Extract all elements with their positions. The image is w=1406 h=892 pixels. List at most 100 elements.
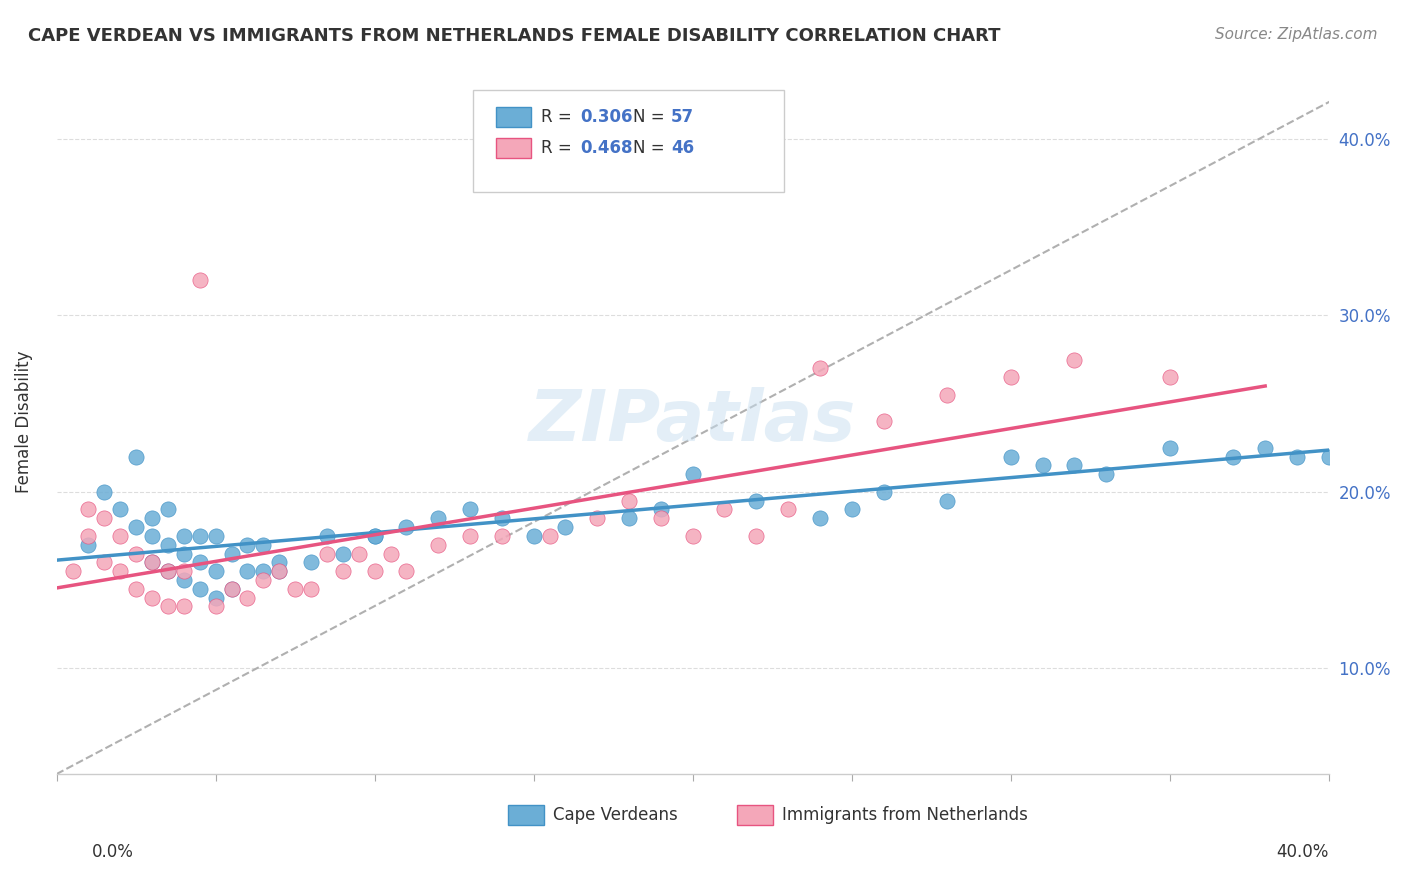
Point xyxy=(617,511,640,525)
Point xyxy=(427,511,450,525)
Point xyxy=(713,502,735,516)
Point xyxy=(682,467,704,482)
Text: ZIPatlas: ZIPatlas xyxy=(529,387,856,456)
Text: 57: 57 xyxy=(671,108,695,126)
Point xyxy=(173,599,195,614)
Point xyxy=(204,529,226,543)
Point xyxy=(125,450,148,464)
Point xyxy=(1031,458,1053,473)
Point xyxy=(427,538,450,552)
Point xyxy=(173,573,195,587)
Point xyxy=(156,502,179,516)
Text: 0.306: 0.306 xyxy=(581,108,633,126)
Text: 0.468: 0.468 xyxy=(581,139,633,157)
Point xyxy=(872,414,894,428)
Point xyxy=(1000,370,1022,384)
Text: CAPE VERDEAN VS IMMIGRANTS FROM NETHERLANDS FEMALE DISABILITY CORRELATION CHART: CAPE VERDEAN VS IMMIGRANTS FROM NETHERLA… xyxy=(28,27,1001,45)
Point xyxy=(778,502,800,516)
Point xyxy=(1095,467,1118,482)
Point xyxy=(808,511,831,525)
Point xyxy=(1350,414,1372,428)
Point xyxy=(491,511,513,525)
Point xyxy=(650,511,672,525)
Point xyxy=(236,538,259,552)
Point xyxy=(141,555,163,569)
Point xyxy=(936,388,959,402)
Point xyxy=(332,564,354,578)
FancyBboxPatch shape xyxy=(472,90,785,192)
Point xyxy=(188,529,211,543)
Point xyxy=(745,529,768,543)
Point xyxy=(363,564,385,578)
Point xyxy=(299,582,322,596)
Point xyxy=(173,564,195,578)
Y-axis label: Female Disability: Female Disability xyxy=(15,350,32,492)
Text: 40.0%: 40.0% xyxy=(1277,843,1329,861)
FancyBboxPatch shape xyxy=(508,805,544,825)
Point xyxy=(347,547,370,561)
Point xyxy=(204,599,226,614)
Point xyxy=(1317,450,1340,464)
Point xyxy=(204,591,226,605)
Point xyxy=(808,361,831,376)
Point xyxy=(363,529,385,543)
Point xyxy=(141,555,163,569)
Point xyxy=(252,538,274,552)
Point xyxy=(316,529,339,543)
Point xyxy=(538,529,561,543)
Point xyxy=(252,564,274,578)
Point xyxy=(1222,450,1244,464)
Point xyxy=(650,502,672,516)
Point xyxy=(110,564,132,578)
Point xyxy=(221,582,243,596)
Point xyxy=(284,582,307,596)
Point xyxy=(269,564,291,578)
Point xyxy=(93,511,115,525)
Point xyxy=(395,520,418,534)
Point xyxy=(221,547,243,561)
Text: 0.0%: 0.0% xyxy=(91,843,134,861)
Text: Immigrants from Netherlands: Immigrants from Netherlands xyxy=(782,806,1028,824)
Point xyxy=(299,555,322,569)
Point xyxy=(1254,441,1277,455)
Point xyxy=(380,547,402,561)
Point xyxy=(77,502,100,516)
Point xyxy=(188,582,211,596)
Point xyxy=(458,502,481,516)
Point xyxy=(1063,458,1085,473)
Point xyxy=(141,529,163,543)
Point xyxy=(173,547,195,561)
Point xyxy=(62,564,84,578)
Point xyxy=(125,582,148,596)
Point xyxy=(363,529,385,543)
Point xyxy=(125,547,148,561)
FancyBboxPatch shape xyxy=(737,805,773,825)
Point xyxy=(395,564,418,578)
FancyBboxPatch shape xyxy=(495,138,531,158)
Point xyxy=(77,529,100,543)
Point xyxy=(236,564,259,578)
Text: Source: ZipAtlas.com: Source: ZipAtlas.com xyxy=(1215,27,1378,42)
Point xyxy=(682,529,704,543)
Point xyxy=(125,520,148,534)
Text: 46: 46 xyxy=(671,139,695,157)
Point xyxy=(617,493,640,508)
Point xyxy=(93,555,115,569)
Point xyxy=(554,520,576,534)
Point xyxy=(110,502,132,516)
Text: N =: N = xyxy=(633,108,669,126)
Point xyxy=(586,511,609,525)
Point xyxy=(269,564,291,578)
Point xyxy=(204,564,226,578)
Text: N =: N = xyxy=(633,139,669,157)
Point xyxy=(458,529,481,543)
Point xyxy=(1000,450,1022,464)
Point xyxy=(269,555,291,569)
Text: Cape Verdeans: Cape Verdeans xyxy=(553,806,678,824)
Point xyxy=(156,538,179,552)
Text: R =: R = xyxy=(541,139,578,157)
Point xyxy=(141,591,163,605)
Point xyxy=(745,493,768,508)
Point xyxy=(173,529,195,543)
Point xyxy=(141,511,163,525)
